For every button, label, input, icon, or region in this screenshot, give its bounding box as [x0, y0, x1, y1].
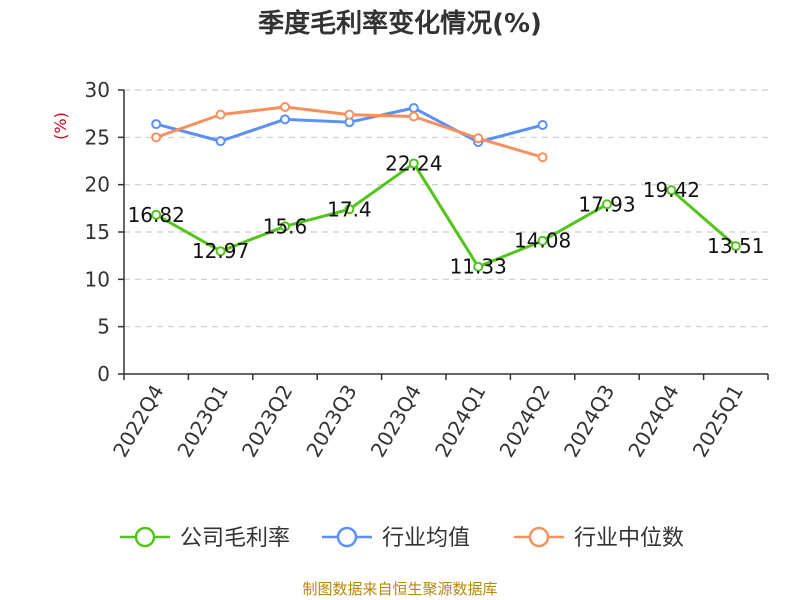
data-point	[215, 136, 226, 147]
axes: 0 5 10 15 20 25 30 2022Q4 2023Q1 2023Q2 2023Q3 2023…	[85, 78, 769, 462]
y-tick-label: 10	[85, 267, 110, 291]
y-tick-label: 15	[85, 220, 110, 244]
data-label: 15.6	[263, 214, 308, 238]
data-label: 17.93	[578, 192, 635, 216]
y-tick-label: 25	[85, 125, 110, 149]
data-label: 22.24	[385, 151, 442, 175]
data-labels: 16.82 12.97 15.6 17.4 22.24 11.33 14.08 17.93 19…	[128, 151, 765, 278]
series-line	[670, 189, 737, 248]
data-source-note: 制图数据来自恒生聚源数据库	[302, 580, 497, 598]
data-point	[280, 102, 290, 113]
legend-label: 公司毛利率	[180, 526, 290, 551]
data-label: 13.51	[707, 234, 764, 258]
data-point	[344, 204, 355, 215]
data-point	[730, 241, 741, 252]
data-point	[215, 246, 226, 257]
legend-label: 行业均值	[382, 526, 470, 551]
data-point	[602, 199, 612, 210]
data-point	[151, 132, 162, 143]
data-point	[344, 109, 355, 120]
data-point	[537, 152, 548, 163]
y-axis-unit-label: (%)	[51, 112, 70, 140]
x-tick-label: 2022Q4	[108, 381, 168, 462]
x-tick-label: 2024Q2	[494, 381, 554, 462]
data-point	[408, 102, 419, 113]
legend-label: 行业中位数	[574, 526, 684, 551]
y-tick-label: 20	[85, 173, 110, 197]
x-tick-label: 2023Q2	[237, 381, 297, 462]
chart-title: 季度毛利率变化情况(%)	[258, 8, 542, 39]
data-point	[151, 209, 162, 220]
data-point	[280, 221, 290, 232]
data-point	[151, 119, 162, 130]
x-tick-label: 2024Q3	[559, 381, 619, 462]
data-point	[473, 261, 484, 272]
y-tick-label: 0	[97, 362, 110, 386]
data-label: 14.08	[514, 229, 571, 253]
data-point	[537, 120, 548, 131]
x-tick-label: 2023Q1	[172, 381, 232, 462]
legend-marker	[134, 526, 156, 548]
data-point	[280, 114, 290, 125]
data-point	[666, 185, 677, 196]
x-tick-label: 2024Q4	[623, 381, 683, 462]
data-point	[215, 109, 226, 120]
x-tick-label: 2023Q4	[366, 381, 426, 462]
gridlines	[124, 89, 768, 328]
x-tick-label: 2023Q3	[301, 381, 361, 462]
series-lines	[151, 102, 741, 272]
x-tick-label: 2024Q1	[430, 381, 490, 462]
data-point	[408, 111, 419, 122]
data-label: 19.42	[643, 178, 700, 202]
x-tick-label: 2025Q1	[688, 381, 748, 462]
legend: 公司毛利率 行业均值 行业中位数	[120, 526, 684, 551]
legend-marker	[528, 526, 550, 548]
data-label: 12.97	[192, 239, 249, 263]
legend-marker	[336, 526, 358, 548]
y-tick-label: 30	[85, 78, 110, 102]
data-point	[473, 133, 484, 144]
data-point	[408, 158, 419, 169]
series-line	[155, 161, 608, 269]
data-label: 17.4	[327, 197, 372, 221]
data-point	[537, 235, 548, 246]
y-tick-label: 5	[97, 315, 110, 339]
data-label: 11.33	[450, 255, 507, 279]
data-label: 16.82	[128, 203, 185, 227]
